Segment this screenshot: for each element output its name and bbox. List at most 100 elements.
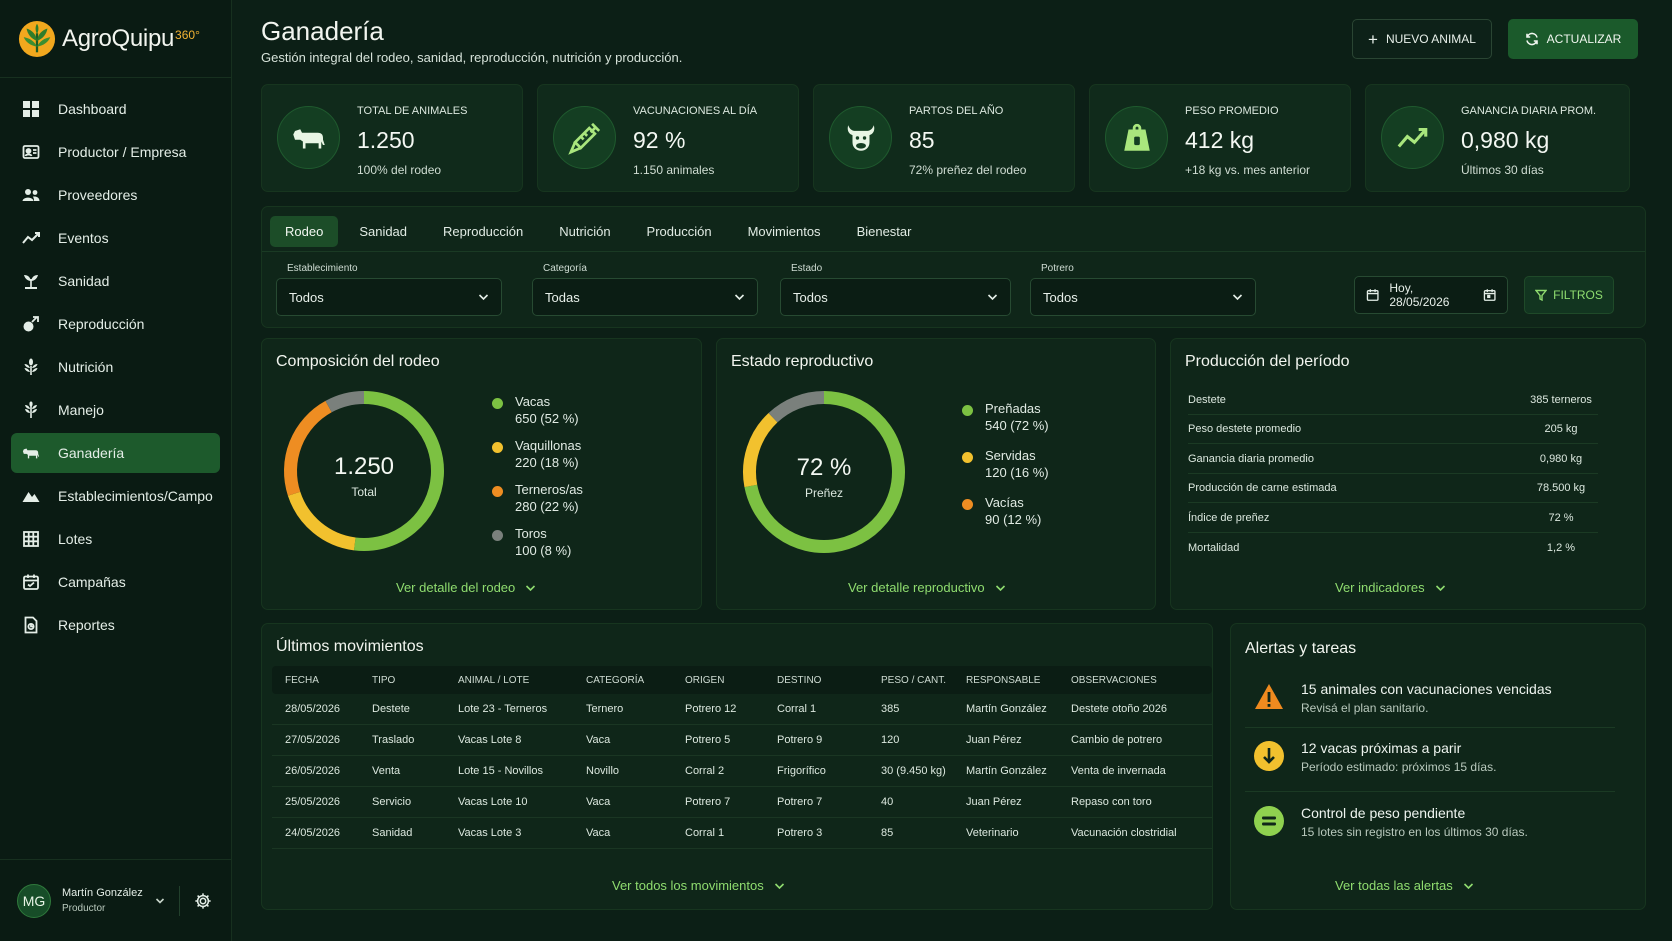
legend-name: Toros xyxy=(515,526,547,541)
kpi-card-vaccinations: VACUNACIONES AL DÍA 92 % 1.150 animales xyxy=(537,84,799,192)
sidebar-item-establecimientos[interactable]: Establecimientos/Campo xyxy=(11,476,220,516)
new-animal-button[interactable]: + NUEVO ANIMAL xyxy=(1352,19,1492,59)
new-animal-label: NUEVO ANIMAL xyxy=(1385,32,1476,46)
kpi-row: TOTAL DE ANIMALES 1.250 100% del rodeo V… xyxy=(261,84,1646,192)
sidebar-item-dashboard[interactable]: Dashboard xyxy=(11,89,220,129)
composition-detail-link[interactable]: Ver detalle del rodeo xyxy=(396,580,536,595)
donut-segment xyxy=(744,391,905,553)
sidebar-item-manejo[interactable]: Manejo xyxy=(11,390,220,430)
row-value: 72 % xyxy=(1548,512,1574,524)
sidebar-item-nutricion[interactable]: Nutrición xyxy=(11,347,220,387)
reproductive-detail-link[interactable]: Ver detalle reproductivo xyxy=(848,580,1006,595)
legend-detail: 280 (22 %) xyxy=(515,499,579,514)
table-cell: Ternero xyxy=(586,703,624,715)
categoria-select[interactable]: Todas xyxy=(532,278,758,316)
all-alerts-link[interactable]: Ver todas las alertas xyxy=(1335,878,1474,893)
gear-icon[interactable] xyxy=(194,892,212,910)
all-movements-link[interactable]: Ver todos los movimientos xyxy=(612,878,785,893)
table-cell: Corral 1 xyxy=(777,703,817,715)
sidebar-item-label: Proveedores xyxy=(58,187,138,203)
sidebar-item-label: Establecimientos/Campo xyxy=(58,488,213,504)
table-cell: Servicio xyxy=(372,796,412,808)
sidebar-item-proveedores[interactable]: Proveedores xyxy=(11,175,220,215)
logo[interactable]: AgroQuipu 360° xyxy=(0,0,231,78)
tab-bienestar[interactable]: Bienestar xyxy=(856,223,912,239)
tabs-filter-panel: Rodeo Sanidad Reproducción Nutrición Pro… xyxy=(261,206,1646,328)
sidebar-item-reportes[interactable]: Reportes xyxy=(11,605,220,645)
tab-nutricion[interactable]: Nutrición xyxy=(559,223,611,239)
table-cell: Repaso con toro xyxy=(1071,796,1152,808)
establecimiento-select[interactable]: Todos xyxy=(276,278,502,316)
table-cell: Vacas Lote 8 xyxy=(458,734,522,746)
filters-label: FILTROS xyxy=(1553,288,1603,302)
calendar-icon[interactable] xyxy=(1483,288,1496,302)
table-row[interactable]: 27/05/2026 Traslado Vacas Lote 8 Vaca Po… xyxy=(272,725,1212,756)
table-cell: Traslado xyxy=(372,734,415,746)
dashboard-icon xyxy=(21,99,41,119)
sidebar-item-campanas[interactable]: Campañas xyxy=(11,562,220,602)
alerts-title: Alertas y tareas xyxy=(1245,640,1357,657)
table-cell: Cambio de potrero xyxy=(1071,734,1163,746)
tab-produccion[interactable]: Producción xyxy=(646,223,712,239)
chevron-down-icon[interactable] xyxy=(155,897,165,905)
avatar[interactable]: MG xyxy=(17,883,51,918)
user-name: Martín González xyxy=(62,886,143,899)
legend-name: Servidas xyxy=(985,448,1036,463)
kpi-label: PARTOS DEL AÑO xyxy=(909,105,1004,117)
table-cell: Veterinario xyxy=(966,827,1019,839)
tab-rodeo[interactable]: Rodeo xyxy=(270,215,339,247)
date-picker[interactable]: Hoy, 28/05/2026 xyxy=(1354,276,1508,314)
sidebar-item-eventos[interactable]: Eventos xyxy=(11,218,220,258)
tab-movimientos[interactable]: Movimientos xyxy=(747,223,821,239)
divider xyxy=(1245,791,1615,792)
table-row[interactable]: 28/05/2026 Destete Lote 23 - Terneros Te… xyxy=(272,694,1212,725)
sidebar-item-ganaderia[interactable]: Ganadería xyxy=(11,433,220,473)
row-label: Índice de preñez xyxy=(1188,512,1270,524)
table-cell: Vaca xyxy=(586,734,611,746)
indicators-link[interactable]: Ver indicadores xyxy=(1335,580,1446,595)
tab-reproduccion[interactable]: Reproducción xyxy=(443,223,524,239)
kpi-card-weight: PESO PROMEDIO 412 kg +18 kg vs. mes ante… xyxy=(1089,84,1351,192)
chevron-down-icon xyxy=(1435,584,1446,592)
composition-panel: Composición del rodeo 1.250 Total Vacas 6… xyxy=(261,338,702,610)
table-row[interactable]: 26/05/2026 Venta Lote 15 - Novillos Novi… xyxy=(272,756,1212,787)
sidebar-item-label: Sanidad xyxy=(58,273,110,289)
sidebar-item-reproduccion[interactable]: Reproducción xyxy=(11,304,220,344)
reproductive-title: Estado reproductivo xyxy=(731,353,874,370)
main-content: Ganadería Gestión integral del rodeo, sa… xyxy=(246,0,1646,941)
sidebar-item-label: Campañas xyxy=(58,574,126,590)
filters-button[interactable]: FILTROS xyxy=(1524,276,1614,314)
kpi-value: 92 % xyxy=(633,127,686,153)
kpi-value: 0,980 kg xyxy=(1461,127,1550,153)
potrero-select[interactable]: Todos xyxy=(1030,278,1256,316)
sidebar-item-lotes[interactable]: Lotes xyxy=(11,519,220,559)
table-cell: Potrero 7 xyxy=(685,796,731,808)
update-button[interactable]: ACTUALIZAR xyxy=(1508,19,1638,59)
col-header: DESTINO xyxy=(777,674,822,686)
page-title: Ganadería xyxy=(261,16,384,46)
table-cell: 27/05/2026 xyxy=(285,734,341,746)
table-cell: Vacas Lote 3 xyxy=(458,827,522,839)
table-cell: Vaca xyxy=(586,827,611,839)
row-value: 1,2 % xyxy=(1546,541,1576,554)
col-header: TIPO xyxy=(372,674,396,686)
sidebar: AgroQuipu 360° Dashboard Productor / Empr… xyxy=(0,0,232,941)
table-cell: Juan Pérez xyxy=(966,796,1022,808)
report-icon xyxy=(21,615,41,635)
table-row[interactable]: 24/05/2026 Sanidad Vacas Lote 3 Vaca Cor… xyxy=(272,818,1212,849)
kpi-label: VACUNACIONES AL DÍA xyxy=(633,105,758,117)
link-label: Ver indicadores xyxy=(1335,580,1425,595)
col-header: FECHA xyxy=(285,674,319,686)
warning-icon xyxy=(1255,684,1283,709)
tab-sanidad[interactable]: Sanidad xyxy=(359,223,408,239)
table-row[interactable]: 25/05/2026 Servicio Vacas Lote 10 Vaca P… xyxy=(272,787,1212,818)
sidebar-item-sanidad[interactable]: Sanidad xyxy=(11,261,220,301)
filter-label: Categoría xyxy=(543,263,587,274)
sidebar-item-productor[interactable]: Productor / Empresa xyxy=(11,132,220,172)
table-cell: 120 xyxy=(881,734,900,746)
cow-icon xyxy=(21,443,41,463)
alert-title: 15 animales con vacunaciones vencidas xyxy=(1301,681,1552,697)
estado-select[interactable]: Todos xyxy=(780,278,1011,316)
kpi-sub: 100% del rodeo xyxy=(357,163,442,177)
page-subtitle: Gestión integral del rodeo, sanidad, rep… xyxy=(261,50,683,65)
